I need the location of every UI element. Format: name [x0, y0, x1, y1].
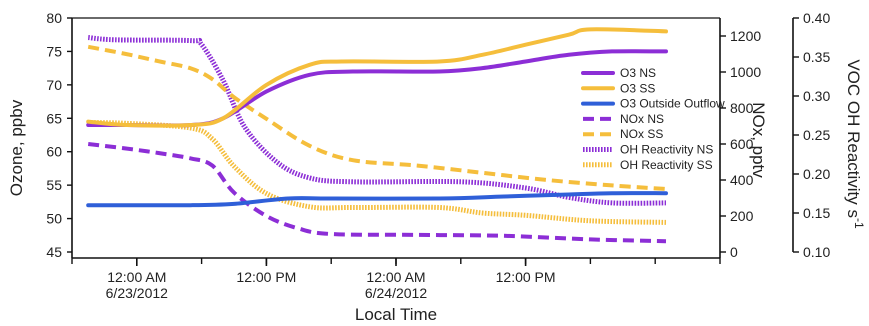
y-tick-label-nox: 1000 — [730, 64, 761, 80]
y-tick-label-voc: 0.20 — [803, 166, 830, 182]
y-axis-title-nox: NOx, pptv — [749, 102, 768, 178]
y-tick-label-voc: 0.40 — [803, 10, 830, 26]
x-tick-label: 12:00 AM — [366, 269, 425, 285]
y-tick-label-voc: 0.15 — [803, 205, 830, 221]
y-tick-label-nox: 200 — [730, 208, 754, 224]
legend-label: O3 Outside Outflow — [620, 97, 725, 111]
series-line-o3-ss — [86, 27, 668, 128]
x-axis-title: Local Time — [355, 305, 437, 324]
legend-label: O3 NS — [620, 66, 656, 80]
x-tick-sublabel: 6/24/2012 — [365, 285, 427, 301]
series-line-nox-ns — [87, 142, 667, 244]
legend-background — [577, 67, 715, 177]
series-line-o3-outside-outflow — [86, 191, 668, 208]
y-axis-title-ozone: Ozone, ppbv — [7, 99, 26, 196]
y-tick-label-nox: 0 — [730, 244, 738, 260]
x-tick-label: 12:00 PM — [236, 269, 296, 285]
y-tick-label-voc: 0.10 — [803, 244, 830, 260]
y-tick-label-ozone: 65 — [46, 110, 62, 126]
x-tick-sublabel: 6/23/2012 — [106, 285, 168, 301]
y-tick-label-nox: 400 — [730, 172, 754, 188]
legend-label: OH Reactivity NS — [620, 143, 713, 157]
y-tick-label-ozone: 55 — [46, 177, 62, 193]
y-tick-label-voc: 0.25 — [803, 127, 830, 143]
legend-label: O3 SS — [620, 81, 655, 95]
y-axis-title-voc: VOC OH Reactivity s-1 — [844, 59, 866, 229]
legend-label: NOx NS — [620, 112, 664, 126]
y-tick-label-ozone: 50 — [46, 211, 62, 227]
axis-ticks: 45505560657075800200400600800100012000.1… — [46, 10, 830, 301]
y-tick-label-nox: 800 — [730, 100, 754, 116]
y-tick-label-ozone: 60 — [46, 144, 62, 160]
y-tick-label-ozone: 45 — [46, 244, 62, 260]
y-tick-label-ozone: 75 — [46, 43, 62, 59]
series-layer — [86, 27, 668, 244]
y-tick-label-voc: 0.30 — [803, 88, 830, 104]
y-axis-title-voc-sup: -1 — [852, 218, 866, 229]
x-tick-label: 12:00 AM — [107, 269, 166, 285]
y-tick-label-nox: 600 — [730, 136, 754, 152]
legend-label: NOx SS — [620, 127, 663, 141]
y-axis-title-voc-main: VOC OH Reactivity s — [844, 59, 863, 218]
y-tick-label-voc: 0.35 — [803, 49, 830, 65]
x-tick-label: 12:00 PM — [496, 269, 556, 285]
y-tick-label-ozone: 70 — [46, 77, 62, 93]
legend-label: OH Reactivity SS — [620, 158, 713, 172]
y-tick-label-nox: 1200 — [730, 28, 761, 44]
series-line-oh-reactivity-ss — [88, 120, 667, 225]
series-line-nox-ss — [87, 44, 667, 191]
y-tick-label-ozone: 80 — [46, 10, 62, 26]
